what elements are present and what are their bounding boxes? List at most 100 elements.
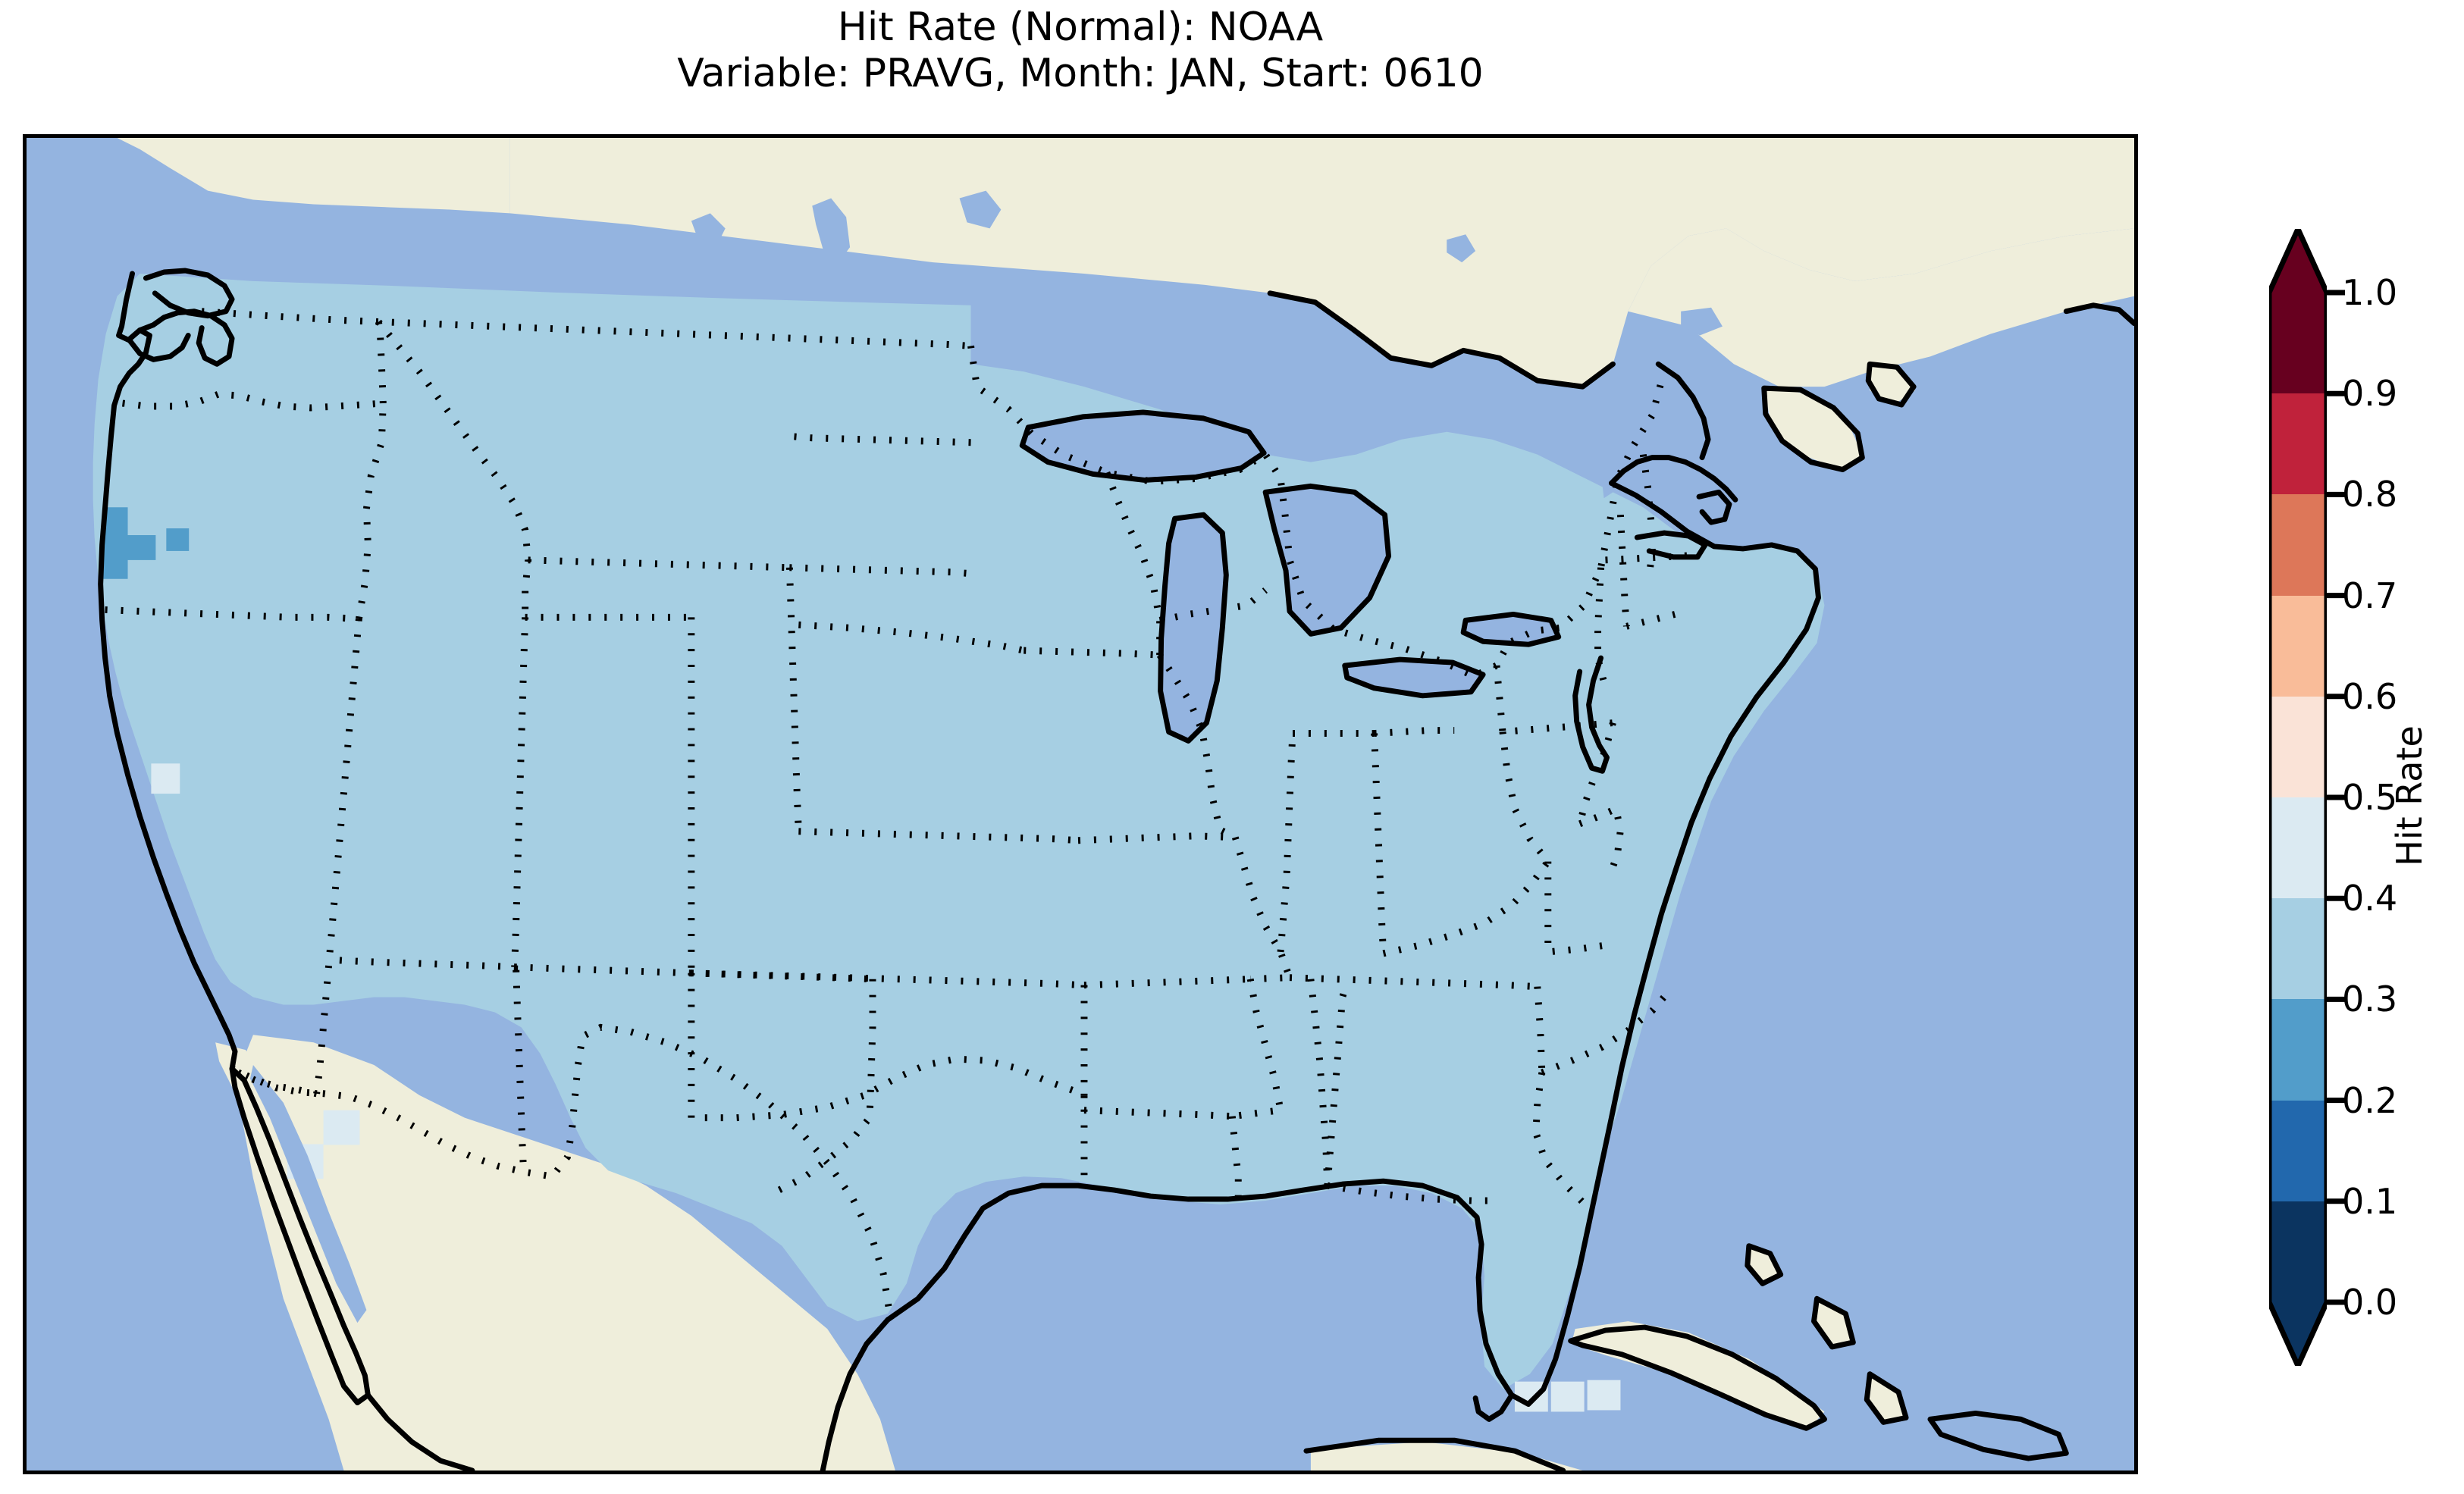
colorbar-band <box>2269 898 2327 1000</box>
yucatan-coastline <box>1303 1437 1566 1471</box>
border-wa-or <box>122 390 384 412</box>
coastline-layer <box>98 268 2134 1471</box>
colorbar-tick-label: 0.5 <box>2342 777 2398 818</box>
colorbar-band <box>2269 999 2327 1101</box>
figure-title: Hit Rate (Normal): NOAA Variable: PRAVG,… <box>0 5 2161 98</box>
title-line-1: Hit Rate (Normal): NOAA <box>837 5 1324 50</box>
lake-champlain <box>1599 453 1613 499</box>
mexico-gulf-coastline <box>820 1317 891 1471</box>
colorbar-tick-label: 0.7 <box>2342 575 2398 616</box>
border-us-canada-west <box>201 308 971 349</box>
border-la-ms <box>1228 1116 1242 1198</box>
cape-breton-coastline <box>1865 361 1917 408</box>
hit-rate-cell-light-5 <box>1550 1381 1585 1412</box>
mexico-pacific-coastline <box>365 1392 475 1471</box>
lake-huron-shoreline <box>1262 483 1392 637</box>
border-wi-mi <box>1158 587 1268 624</box>
colorbar[interactable]: 1.0 0.9 0.8 0.7 0.6 0.5 0.4 0.3 0.2 0.1 0.0 <box>2269 229 2397 1366</box>
hit-rate-cell-light-3 <box>151 763 180 794</box>
colorbar-under-arrow <box>2269 1302 2327 1366</box>
colorbar-tick-label: 0.4 <box>2342 878 2398 919</box>
border-nv-ut <box>327 617 529 971</box>
bahamas-coastline-2 <box>1811 1295 1856 1350</box>
lake-ontario-shoreline <box>1460 611 1562 647</box>
canada-inland-lake-1 <box>1447 234 1476 263</box>
colorbar-tick-label: 0.3 <box>2342 979 2398 1020</box>
hit-rate-cell-light-6 <box>1587 1380 1621 1411</box>
atlantic-coastline <box>1608 455 1738 503</box>
colorbar-band <box>2269 696 2327 798</box>
hudson-bay-coastline <box>1267 290 1616 390</box>
lake-erie-shoreline <box>1342 656 1486 699</box>
colorbar-tick-label: 0.6 <box>2342 675 2398 717</box>
maine-coastline <box>1655 361 1711 461</box>
florida-coastline <box>1472 1392 1515 1422</box>
border-ia-wi-il <box>1156 653 1237 841</box>
colorbar-band <box>2269 797 2327 899</box>
hit-rate-cell-dark-nec <box>102 507 156 579</box>
colorbar-axis-label: Hit Rate <box>2389 725 2430 866</box>
colorbar-tick-label: 0.0 <box>2342 1282 2398 1323</box>
colorbar-band <box>2269 595 2327 697</box>
lake-superior <box>1022 412 1266 481</box>
bahamas-coastline-3 <box>1864 1371 1909 1425</box>
nova-scotia-land <box>1763 387 1863 470</box>
title-line-2: Variable: PRAVG, Month: JAN, Start: 0610 <box>677 51 1484 97</box>
conus-hit-rate-map[interactable] <box>23 134 2138 1474</box>
colorbar-tick-label: 0.8 <box>2342 474 2398 515</box>
nova-scotia-coastline <box>1761 385 1865 472</box>
lake-of-the-woods <box>959 190 1002 229</box>
cuba-land <box>1571 1321 1825 1429</box>
border-ca-nv <box>313 619 362 1095</box>
hit-rate-cell-dark-2 <box>166 528 190 551</box>
newfoundland-coastline <box>2063 302 2134 327</box>
lake-michigan-shoreline <box>1158 512 1229 744</box>
border-ar-la <box>1083 1107 1233 1120</box>
gulf-of-california <box>249 1065 367 1323</box>
lake-ontario <box>1463 614 1560 645</box>
canada-land-east <box>1628 228 2134 387</box>
border-us-canada-lakes <box>967 345 1666 680</box>
conus-hit-rate-raster <box>92 273 1825 1389</box>
colorbar-band <box>2269 494 2327 597</box>
lake-michigan <box>1161 515 1228 741</box>
long-island-coastline <box>1634 530 1708 560</box>
border-nh-me <box>1639 453 1656 578</box>
hispaniola-coastline <box>1927 1410 2069 1461</box>
bahamas-coastline-1 <box>1745 1243 1784 1286</box>
border-sd-ne <box>798 621 1025 654</box>
mexico-land <box>237 1035 895 1471</box>
canada-land-west <box>98 138 510 214</box>
colorbar-tick-label: 0.2 <box>2342 1079 2398 1121</box>
lake-huron <box>1265 486 1390 636</box>
colorbar-band <box>2269 293 2327 394</box>
border-va-nc <box>1544 861 1613 956</box>
colorbar-tick-label: 1.0 <box>2342 272 2398 313</box>
border-ms-al <box>1307 979 1331 1186</box>
cuba-coastline <box>1568 1324 1827 1431</box>
colorbar-band <box>2269 393 2327 495</box>
vancouver-island-coastline <box>143 268 235 319</box>
cape-cod-coastline <box>1696 489 1732 525</box>
state-border-layer <box>105 308 1689 1311</box>
colorbar-band <box>2269 1201 2327 1303</box>
map-canvas <box>27 138 2134 1471</box>
canada-land <box>98 138 2134 387</box>
olympic-peninsula-coastline <box>127 333 191 362</box>
yucatan-land <box>1310 1442 1583 1471</box>
border-nc-sc <box>1541 987 1673 1076</box>
chesapeake-coastline <box>1572 655 1610 774</box>
colorbar-band <box>2269 1100 2327 1202</box>
border-az-nm <box>513 969 528 1173</box>
lake-superior-shoreline <box>1019 409 1267 483</box>
hit-rate-cell-light-2 <box>323 1110 360 1145</box>
canada-inland-lake-2 <box>1681 307 1723 336</box>
puget-sound-coastline <box>136 309 235 367</box>
colorbar-tick-label: 0.1 <box>2342 1180 2398 1222</box>
border-md-de <box>1578 803 1624 876</box>
great-slave-lake <box>691 213 726 244</box>
lake-winnipeg <box>812 198 851 263</box>
gulf-coastline <box>885 480 1821 1407</box>
colorbar-over-arrow <box>2269 229 2327 293</box>
border-ar-ms <box>1231 978 1285 1120</box>
